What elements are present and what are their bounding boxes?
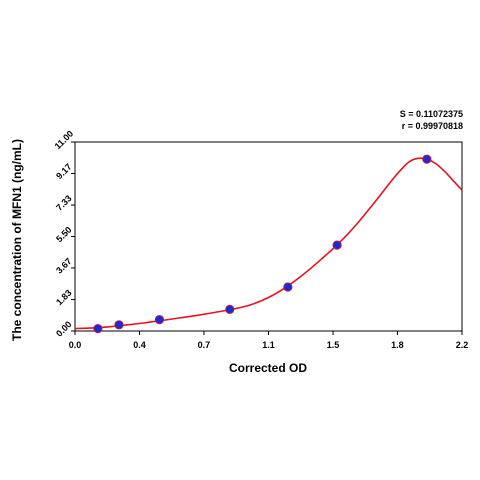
data-point <box>332 240 342 250</box>
x-axis: 0.0 0.4 0.7 1.1 1.5 1.8 2.2 <box>69 331 469 350</box>
x-tick-label: 2.2 <box>456 340 469 350</box>
y-axis: 0.00 1.83 3.67 5.50 7.33 9.17 11.00 <box>53 129 76 339</box>
stat-r: r = 0.99970818 <box>402 121 463 131</box>
data-point <box>225 304 235 314</box>
x-tick-label: 0.7 <box>198 340 211 350</box>
data-point <box>114 320 124 330</box>
y-tick-label: 1.83 <box>54 288 73 307</box>
y-axis-title: The concentration of MFN1 (ng/mL) <box>10 139 24 341</box>
x-tick-label: 0.0 <box>69 340 82 350</box>
y-tick-label: 9.17 <box>54 162 73 181</box>
fit-curve-line <box>74 157 463 330</box>
data-point <box>422 154 432 164</box>
y-tick-label: 0.00 <box>54 319 73 338</box>
x-tick-label: 1.1 <box>262 340 275 350</box>
plot-area-frame <box>74 141 463 332</box>
data-point <box>93 323 103 334</box>
y-tick-label: 11.00 <box>53 129 76 152</box>
stat-s: S = 0.11072375 <box>400 109 463 119</box>
y-tick-label: 3.67 <box>54 256 73 275</box>
y-tick-label: 7.33 <box>54 193 73 212</box>
y-tick-label: 5.50 <box>54 225 73 244</box>
data-point <box>154 315 165 325</box>
x-tick-label: 1.5 <box>327 340 340 350</box>
x-axis-title: Corrected OD <box>229 361 307 375</box>
x-tick-label: 0.4 <box>133 340 146 350</box>
data-point <box>283 282 293 292</box>
x-tick-label: 1.8 <box>391 340 404 350</box>
data-points <box>93 154 432 334</box>
